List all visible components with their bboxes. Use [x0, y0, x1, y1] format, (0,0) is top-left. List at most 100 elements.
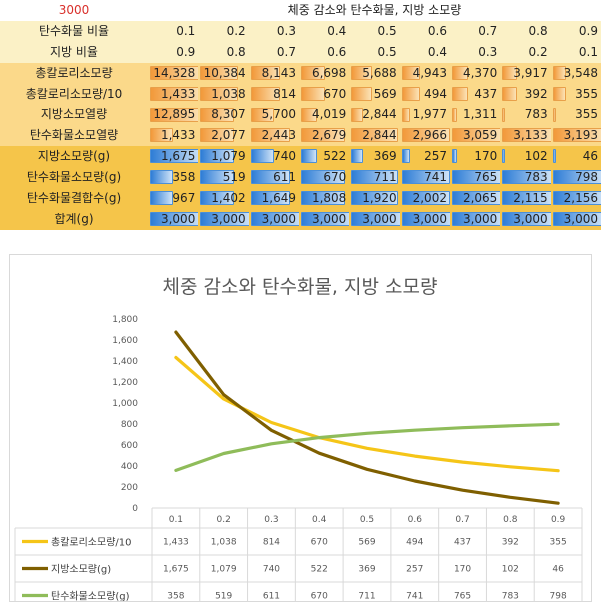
row-label[interactable]: 지방소모열량 — [0, 104, 148, 126]
cell-a1[interactable]: 3000 — [0, 0, 148, 21]
sheet-title[interactable]: 체중 감소와 탄수화물, 지방 소모량 — [148, 0, 601, 21]
data-cell[interactable]: 12,895 — [148, 104, 199, 126]
data-cell[interactable]: 1,311 — [449, 104, 501, 126]
data-cell[interactable]: 2,002 — [399, 188, 450, 210]
data-cell[interactable]: 1,675 — [148, 146, 199, 168]
data-cell[interactable]: 102 — [500, 146, 551, 168]
data-cell[interactable]: 0.6 — [399, 20, 450, 42]
data-cell[interactable]: 2,115 — [500, 188, 551, 210]
data-cell[interactable]: 1,079 — [198, 146, 249, 168]
data-cell[interactable]: 0.5 — [349, 41, 400, 63]
data-cell[interactable]: 0.2 — [198, 20, 249, 42]
data-cell[interactable]: 3,917 — [500, 62, 551, 84]
data-cell[interactable]: 2,077 — [198, 125, 249, 147]
data-cell[interactable]: 2,156 — [550, 188, 601, 210]
data-cell[interactable]: 1,977 — [399, 104, 450, 126]
data-cell[interactable]: 0.4 — [298, 20, 350, 42]
data-cell[interactable]: 0.2 — [500, 41, 551, 63]
data-cell[interactable]: 369 — [349, 146, 400, 168]
data-cell[interactable]: 1,808 — [298, 188, 350, 210]
data-cell[interactable]: 3,000 — [148, 209, 199, 230]
data-cell[interactable]: 8,307 — [198, 104, 249, 126]
data-cell[interactable]: 0.1 — [148, 20, 199, 42]
data-cell[interactable]: 5,700 — [248, 104, 299, 126]
row-label[interactable]: 총칼로리소모량 — [0, 62, 148, 84]
data-cell[interactable]: 765 — [449, 167, 501, 189]
data-cell[interactable]: 0.5 — [349, 20, 400, 42]
data-cell[interactable]: 3,193 — [550, 125, 601, 147]
data-cell[interactable]: 798 — [550, 167, 601, 189]
row-label[interactable]: 탄수화물결합수(g) — [0, 188, 148, 210]
data-cell[interactable]: 783 — [500, 167, 551, 189]
row-label[interactable]: 합계(g) — [0, 209, 148, 230]
data-cell[interactable]: 3,548 — [550, 62, 601, 84]
data-cell[interactable]: 0.9 — [148, 41, 199, 63]
data-cell[interactable]: 355 — [550, 83, 601, 105]
data-cell[interactable]: 494 — [399, 83, 450, 105]
data-cell[interactable]: 3,000 — [550, 209, 601, 230]
data-cell[interactable]: 46 — [550, 146, 601, 168]
data-cell[interactable]: 0.3 — [248, 20, 299, 42]
data-cell[interactable]: 783 — [500, 104, 551, 126]
data-cell[interactable]: 3,000 — [349, 209, 400, 230]
data-cell[interactable]: 967 — [148, 188, 199, 210]
row-label[interactable]: 탄수화물소모량(g) — [0, 167, 148, 189]
data-cell[interactable]: 2,443 — [248, 125, 299, 147]
data-cell[interactable]: 522 — [298, 146, 350, 168]
data-cell[interactable]: 2,844 — [349, 125, 400, 147]
data-cell[interactable]: 3,000 — [298, 209, 350, 230]
data-cell[interactable]: 0.4 — [399, 41, 450, 63]
row-label[interactable]: 지방소모량(g) — [0, 146, 148, 168]
data-cell[interactable]: 3,133 — [500, 125, 551, 147]
data-cell[interactable]: 5,688 — [349, 62, 400, 84]
data-cell[interactable]: 670 — [298, 83, 350, 105]
data-cell[interactable]: 0.9 — [550, 20, 601, 42]
data-cell[interactable]: 0.3 — [449, 41, 501, 63]
data-cell[interactable]: 14,328 — [148, 62, 199, 84]
data-cell[interactable]: 0.7 — [248, 41, 299, 63]
row-label[interactable]: 탄수화물 비율 — [0, 20, 148, 42]
data-cell[interactable]: 8,143 — [248, 62, 299, 84]
data-cell[interactable]: 1,433 — [148, 125, 199, 147]
data-cell[interactable]: 3,000 — [198, 209, 249, 230]
data-cell[interactable]: 170 — [449, 146, 501, 168]
spreadsheet-grid[interactable]: 3000 체중 감소와 탄수화물, 지방 소모량 탄수화물 비율 0.1 0.2 0.3 0… — [0, 0, 601, 230]
data-cell[interactable]: 0.6 — [298, 41, 350, 63]
data-cell[interactable]: 611 — [248, 167, 299, 189]
data-cell[interactable]: 358 — [148, 167, 199, 189]
data-cell[interactable]: 0.8 — [500, 20, 551, 42]
data-cell[interactable]: 1,433 — [148, 83, 199, 105]
row-label[interactable]: 총칼로리소모량/10 — [0, 83, 148, 105]
data-cell[interactable]: 2,065 — [449, 188, 501, 210]
data-cell[interactable]: 569 — [349, 83, 400, 105]
data-cell[interactable]: 740 — [248, 146, 299, 168]
data-cell[interactable]: 3,059 — [449, 125, 501, 147]
data-cell[interactable]: 1,649 — [248, 188, 299, 210]
data-cell[interactable]: 1,920 — [349, 188, 400, 210]
data-cell[interactable]: 3,000 — [248, 209, 299, 230]
data-cell[interactable]: 670 — [298, 167, 350, 189]
data-cell[interactable]: 711 — [349, 167, 400, 189]
chart-container[interactable]: 체중 감소와 탄수화물, 지방 소모량 0 200 400 600 800 1,000 1,… — [9, 254, 592, 602]
data-cell[interactable]: 1,402 — [198, 188, 249, 210]
data-cell[interactable]: 392 — [500, 83, 551, 105]
data-cell[interactable]: 10,384 — [198, 62, 249, 84]
data-cell[interactable]: 4,019 — [298, 104, 350, 126]
data-cell[interactable]: 814 — [248, 83, 299, 105]
data-cell[interactable]: 519 — [198, 167, 249, 189]
data-cell[interactable]: 2,679 — [298, 125, 350, 147]
data-cell[interactable]: 741 — [399, 167, 450, 189]
data-cell[interactable]: 2,844 — [349, 104, 400, 126]
data-cell[interactable]: 2,966 — [399, 125, 450, 147]
data-cell[interactable]: 3,000 — [449, 209, 501, 230]
data-cell[interactable]: 355 — [550, 104, 601, 126]
data-cell[interactable]: 0.1 — [550, 41, 601, 63]
row-label[interactable]: 지방 비율 — [0, 41, 148, 63]
data-cell[interactable]: 0.8 — [198, 41, 249, 63]
data-cell[interactable]: 1,038 — [198, 83, 249, 105]
row-label[interactable]: 탄수화물소모열량 — [0, 125, 148, 147]
data-cell[interactable]: 4,943 — [399, 62, 450, 84]
data-cell[interactable]: 6,698 — [298, 62, 350, 84]
data-cell[interactable]: 3,000 — [500, 209, 551, 230]
data-cell[interactable]: 0.7 — [449, 20, 501, 42]
